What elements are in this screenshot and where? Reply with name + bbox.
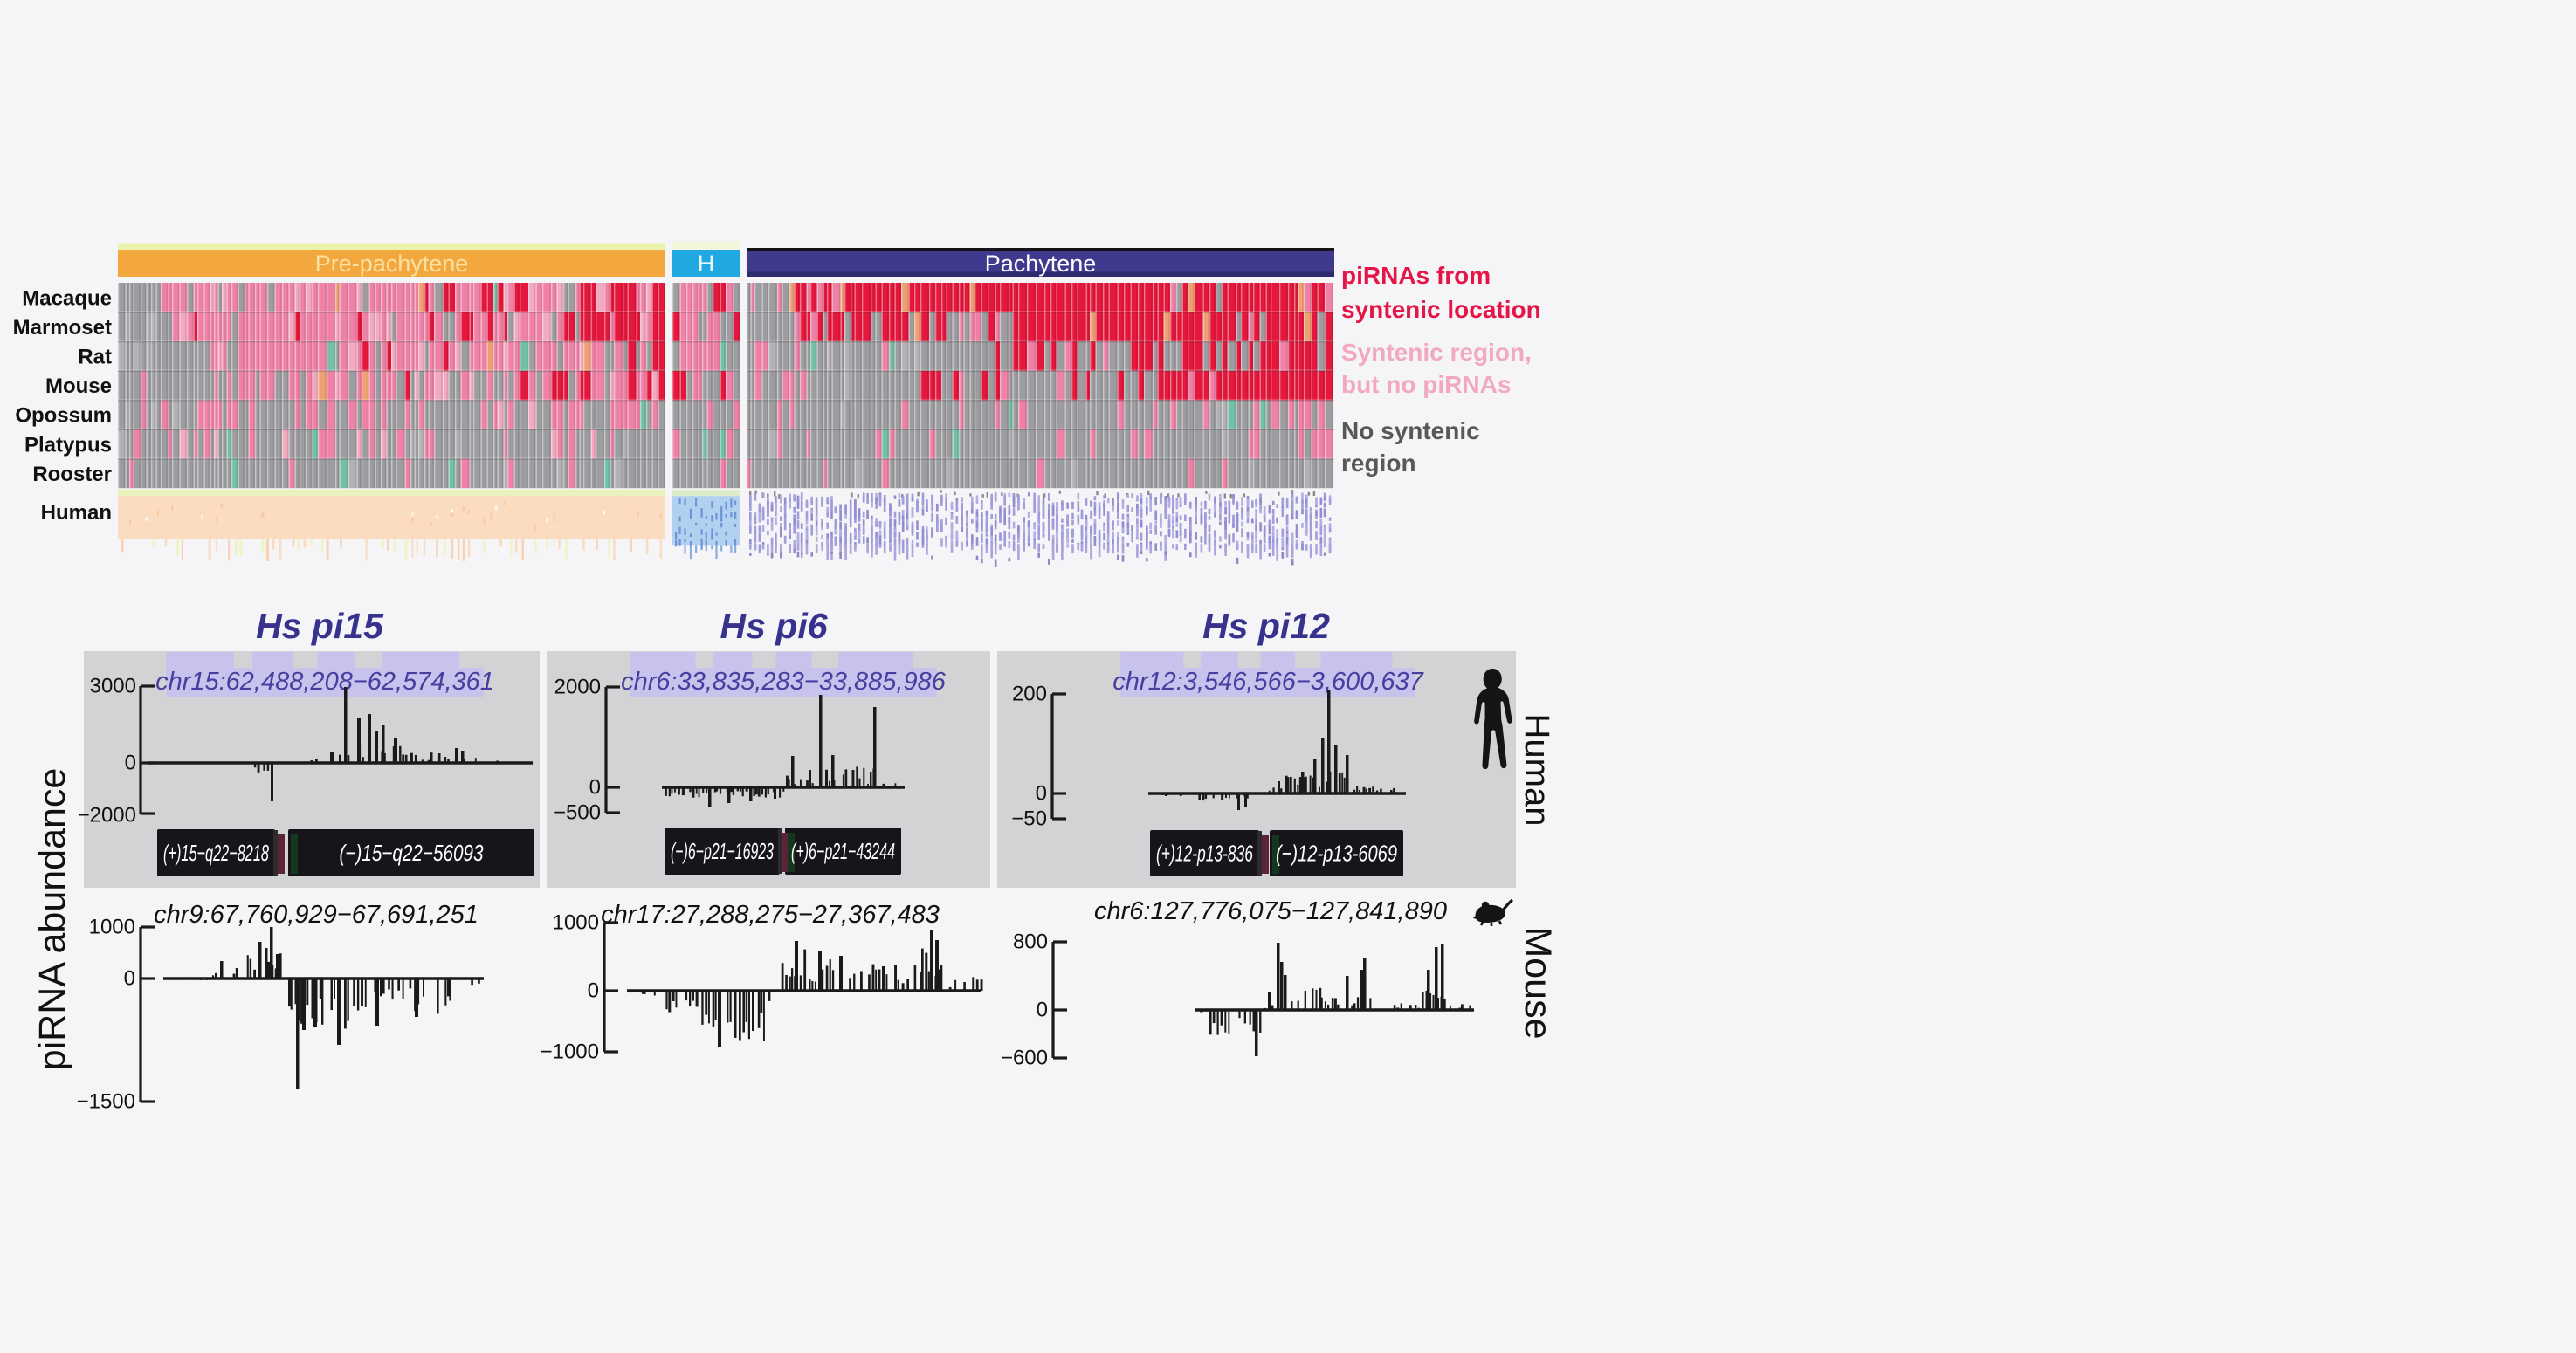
svg-text:H: H <box>698 251 715 277</box>
svg-text:−600: −600 <box>1001 1047 1048 1070</box>
svg-text:(+)15−q22−8218: (+)15−q22−8218 <box>163 840 269 866</box>
svg-text:Macaque: Macaque <box>22 286 112 310</box>
svg-text:−1000: −1000 <box>541 1041 599 1064</box>
svg-text:Pre-pachytene: Pre-pachytene <box>315 251 469 277</box>
svg-text:0: 0 <box>125 752 136 775</box>
svg-text:Rooster: Rooster <box>32 463 112 486</box>
svg-text:chr12:3,546,566−3,600,637: chr12:3,546,566−3,600,637 <box>1112 668 1424 696</box>
svg-text:chr9:67,760,929−67,691,251: chr9:67,760,929−67,691,251 <box>154 901 479 929</box>
svg-text:800: 800 <box>1013 931 1048 954</box>
svg-text:0: 0 <box>589 776 601 800</box>
svg-text:(−)12-p13-6069: (−)12-p13-6069 <box>1276 841 1397 867</box>
svg-text:Hs pi12: Hs pi12 <box>1202 606 1330 646</box>
svg-text:Marmoset: Marmoset <box>13 316 112 340</box>
svg-text:Opossum: Opossum <box>15 404 112 428</box>
svg-text:region: region <box>1341 450 1416 477</box>
svg-text:chr15:62,488,208−62,574,361: chr15:62,488,208−62,574,361 <box>155 668 494 696</box>
svg-text:1000: 1000 <box>89 916 135 939</box>
svg-text:−1500: −1500 <box>77 1090 135 1114</box>
svg-text:but no piRNAs: but no piRNAs <box>1341 371 1511 398</box>
svg-text:0: 0 <box>1036 782 1047 806</box>
svg-text:Hs pi6: Hs pi6 <box>720 606 828 646</box>
svg-text:(+)6−p21−43244: (+)6−p21−43244 <box>791 838 895 864</box>
svg-text:Human: Human <box>1518 714 1556 827</box>
svg-text:(+)12-p13-836: (+)12-p13-836 <box>1156 841 1253 867</box>
svg-text:0: 0 <box>588 979 599 1003</box>
svg-text:syntenic location: syntenic location <box>1341 296 1541 323</box>
svg-text:Human: Human <box>41 501 112 525</box>
svg-text:−2000: −2000 <box>78 804 136 828</box>
svg-text:0: 0 <box>124 967 135 991</box>
svg-text:piRNA abundance: piRNA abundance <box>31 768 73 1071</box>
svg-text:3000: 3000 <box>90 675 136 698</box>
svg-text:200: 200 <box>1012 683 1047 706</box>
svg-text:No syntenic: No syntenic <box>1341 417 1480 444</box>
svg-text:chr6:33,835,283−33,885,986: chr6:33,835,283−33,885,986 <box>621 668 947 696</box>
svg-text:Mouse: Mouse <box>45 374 112 398</box>
svg-text:(−)6−p21−16923: (−)6−p21−16923 <box>671 838 774 864</box>
svg-text:1000: 1000 <box>553 911 599 935</box>
svg-text:Syntenic region,: Syntenic region, <box>1341 339 1532 366</box>
svg-text:Platypus: Platypus <box>24 433 112 457</box>
svg-text:Pachytene: Pachytene <box>985 251 1097 277</box>
svg-text:−50: −50 <box>1011 807 1047 831</box>
svg-text:piRNAs from: piRNAs from <box>1341 262 1491 289</box>
svg-text:−500: −500 <box>554 801 601 825</box>
svg-text:Rat: Rat <box>78 346 112 369</box>
svg-text:(−)15−q22−56093: (−)15−q22−56093 <box>340 840 484 866</box>
svg-text:chr6:127,776,075−127,841,890: chr6:127,776,075−127,841,890 <box>1094 897 1447 925</box>
svg-text:Mouse: Mouse <box>1517 926 1559 1039</box>
svg-text:Hs pi15: Hs pi15 <box>256 606 384 646</box>
svg-text:2000: 2000 <box>554 676 601 699</box>
svg-text:chr17:27,288,275−27,367,483: chr17:27,288,275−27,367,483 <box>601 901 940 929</box>
svg-text:0: 0 <box>1037 999 1048 1022</box>
